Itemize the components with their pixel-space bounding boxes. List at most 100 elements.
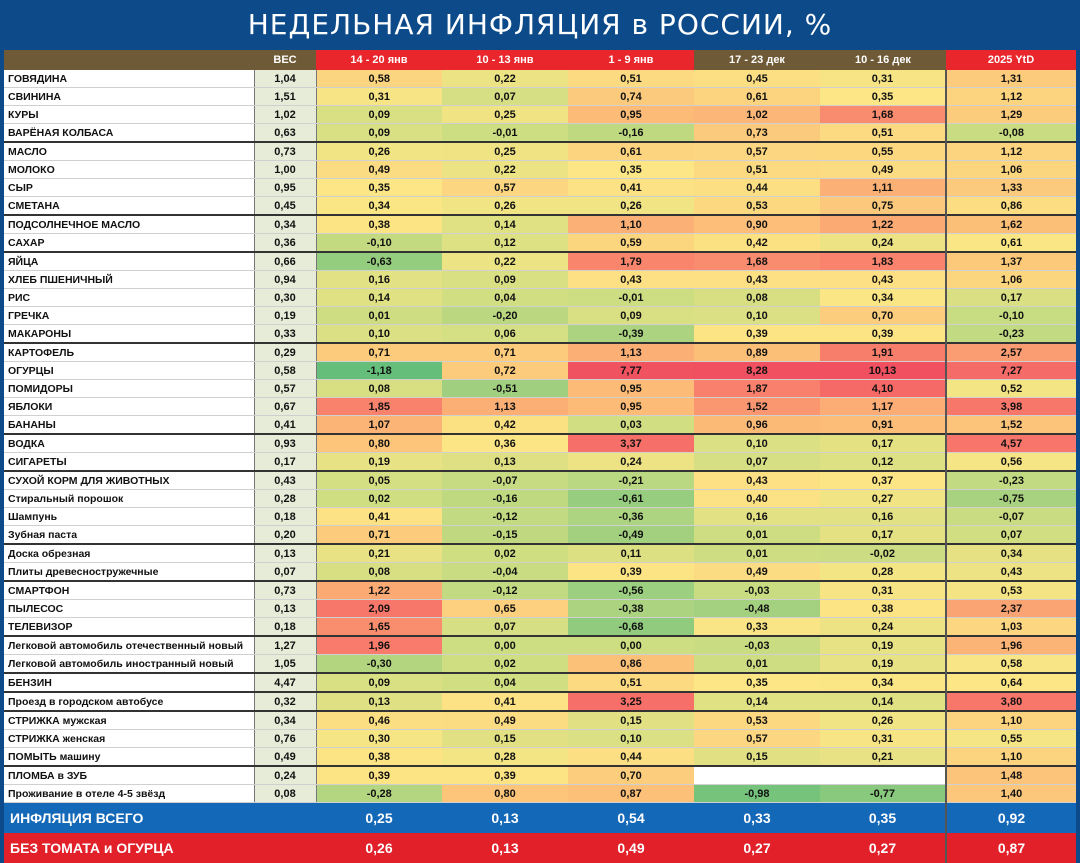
value-cell: 0,28 bbox=[442, 748, 568, 767]
value-cell: 4,10 bbox=[820, 380, 946, 398]
total-value: 0,13 bbox=[442, 803, 568, 834]
value-cell: 0,21 bbox=[316, 544, 442, 563]
value-cell: -0,02 bbox=[820, 544, 946, 563]
value-cell: 0,24 bbox=[820, 234, 946, 253]
row-weight: 0,18 bbox=[254, 508, 316, 526]
value-cell: 1,96 bbox=[316, 636, 442, 655]
value-cell: 10,13 bbox=[820, 362, 946, 380]
value-cell: 0,44 bbox=[694, 179, 820, 197]
row-weight: 0,19 bbox=[254, 307, 316, 325]
ytd-cell: 1,03 bbox=[946, 618, 1076, 637]
row-label: Шампунь bbox=[4, 508, 254, 526]
value-cell: 0,49 bbox=[820, 161, 946, 179]
value-cell: 0,57 bbox=[694, 142, 820, 161]
ytd-cell: 1,62 bbox=[946, 215, 1076, 234]
value-cell: 0,15 bbox=[568, 711, 694, 730]
row-weight: 0,18 bbox=[254, 618, 316, 637]
value-cell: -0,36 bbox=[568, 508, 694, 526]
value-cell: 0,27 bbox=[820, 490, 946, 508]
value-cell: 0,12 bbox=[442, 234, 568, 253]
ytd-cell: 1,52 bbox=[946, 416, 1076, 435]
row-label: СМАРТФОН bbox=[4, 581, 254, 600]
row-weight: 0,45 bbox=[254, 197, 316, 216]
value-cell: 0,25 bbox=[442, 106, 568, 124]
value-cell: -0,48 bbox=[694, 600, 820, 618]
row-weight: 0,07 bbox=[254, 563, 316, 582]
value-cell: 0,86 bbox=[568, 655, 694, 674]
ytd-cell: -0,23 bbox=[946, 325, 1076, 344]
ytd-cell: 0,07 bbox=[946, 526, 1076, 545]
ytd-cell: 1,37 bbox=[946, 252, 1076, 271]
row-label: ВАРЁНАЯ КОЛБАСА bbox=[4, 124, 254, 143]
header-week-4: 17 - 23 дек bbox=[694, 50, 820, 70]
row-weight: 0,93 bbox=[254, 434, 316, 453]
value-cell: 1,02 bbox=[694, 106, 820, 124]
value-cell: 0,01 bbox=[694, 544, 820, 563]
value-cell: 1,79 bbox=[568, 252, 694, 271]
value-cell: 0,14 bbox=[316, 289, 442, 307]
value-cell: 0,08 bbox=[694, 289, 820, 307]
value-cell: 0,87 bbox=[568, 785, 694, 803]
value-cell bbox=[694, 766, 820, 785]
value-cell: 7,77 bbox=[568, 362, 694, 380]
row-label: Зубная паста bbox=[4, 526, 254, 545]
value-cell: 0,16 bbox=[694, 508, 820, 526]
value-cell: 0,43 bbox=[694, 471, 820, 490]
value-cell: 0,00 bbox=[568, 636, 694, 655]
total-value: 0,13 bbox=[442, 833, 568, 863]
ytd-cell: -0,10 bbox=[946, 307, 1076, 325]
ytd-cell: 7,27 bbox=[946, 362, 1076, 380]
value-cell: -0,98 bbox=[694, 785, 820, 803]
row-label: КАРТОФЕЛЬ bbox=[4, 343, 254, 362]
value-cell: 0,89 bbox=[694, 343, 820, 362]
value-cell: 0,46 bbox=[316, 711, 442, 730]
row-label: СЫР bbox=[4, 179, 254, 197]
row-weight: 0,67 bbox=[254, 398, 316, 416]
value-cell: 0,15 bbox=[442, 730, 568, 748]
row-weight: 0,63 bbox=[254, 124, 316, 143]
row-label: Стиральный порошок bbox=[4, 490, 254, 508]
value-cell: 0,71 bbox=[442, 343, 568, 362]
value-cell: 0,34 bbox=[820, 673, 946, 692]
row-label: ТЕЛЕВИЗОР bbox=[4, 618, 254, 637]
value-cell: 1,65 bbox=[316, 618, 442, 637]
value-cell: -1,18 bbox=[316, 362, 442, 380]
row-weight: 0,33 bbox=[254, 325, 316, 344]
value-cell: 0,51 bbox=[694, 161, 820, 179]
ytd-cell: 0,86 bbox=[946, 197, 1076, 216]
value-cell: 0,41 bbox=[442, 692, 568, 711]
row-weight: 1,51 bbox=[254, 88, 316, 106]
row-weight: 0,73 bbox=[254, 581, 316, 600]
value-cell: 0,09 bbox=[568, 307, 694, 325]
row-label: ВОДКА bbox=[4, 434, 254, 453]
value-cell: 0,36 bbox=[442, 434, 568, 453]
value-cell: 0,55 bbox=[820, 142, 946, 161]
ytd-cell: 3,98 bbox=[946, 398, 1076, 416]
value-cell: 0,72 bbox=[442, 362, 568, 380]
row-label: РИС bbox=[4, 289, 254, 307]
value-cell: 0,95 bbox=[568, 398, 694, 416]
row-label: Проезд в городском автобусе bbox=[4, 692, 254, 711]
value-cell: 0,61 bbox=[694, 88, 820, 106]
value-cell: 0,41 bbox=[316, 508, 442, 526]
row-weight: 0,20 bbox=[254, 526, 316, 545]
value-cell: 0,10 bbox=[568, 730, 694, 748]
total-value: 0,26 bbox=[316, 833, 442, 863]
row-label: ГРЕЧКА bbox=[4, 307, 254, 325]
value-cell: 0,13 bbox=[316, 692, 442, 711]
ytd-cell: 0,55 bbox=[946, 730, 1076, 748]
header-week-5: 10 - 16 дек bbox=[820, 50, 946, 70]
row-label: СТРИЖКА женская bbox=[4, 730, 254, 748]
row-weight: 0,58 bbox=[254, 362, 316, 380]
inflation-table: ВЕС 14 - 20 янв 10 - 13 янв 1 - 9 янв 17… bbox=[4, 50, 1076, 863]
